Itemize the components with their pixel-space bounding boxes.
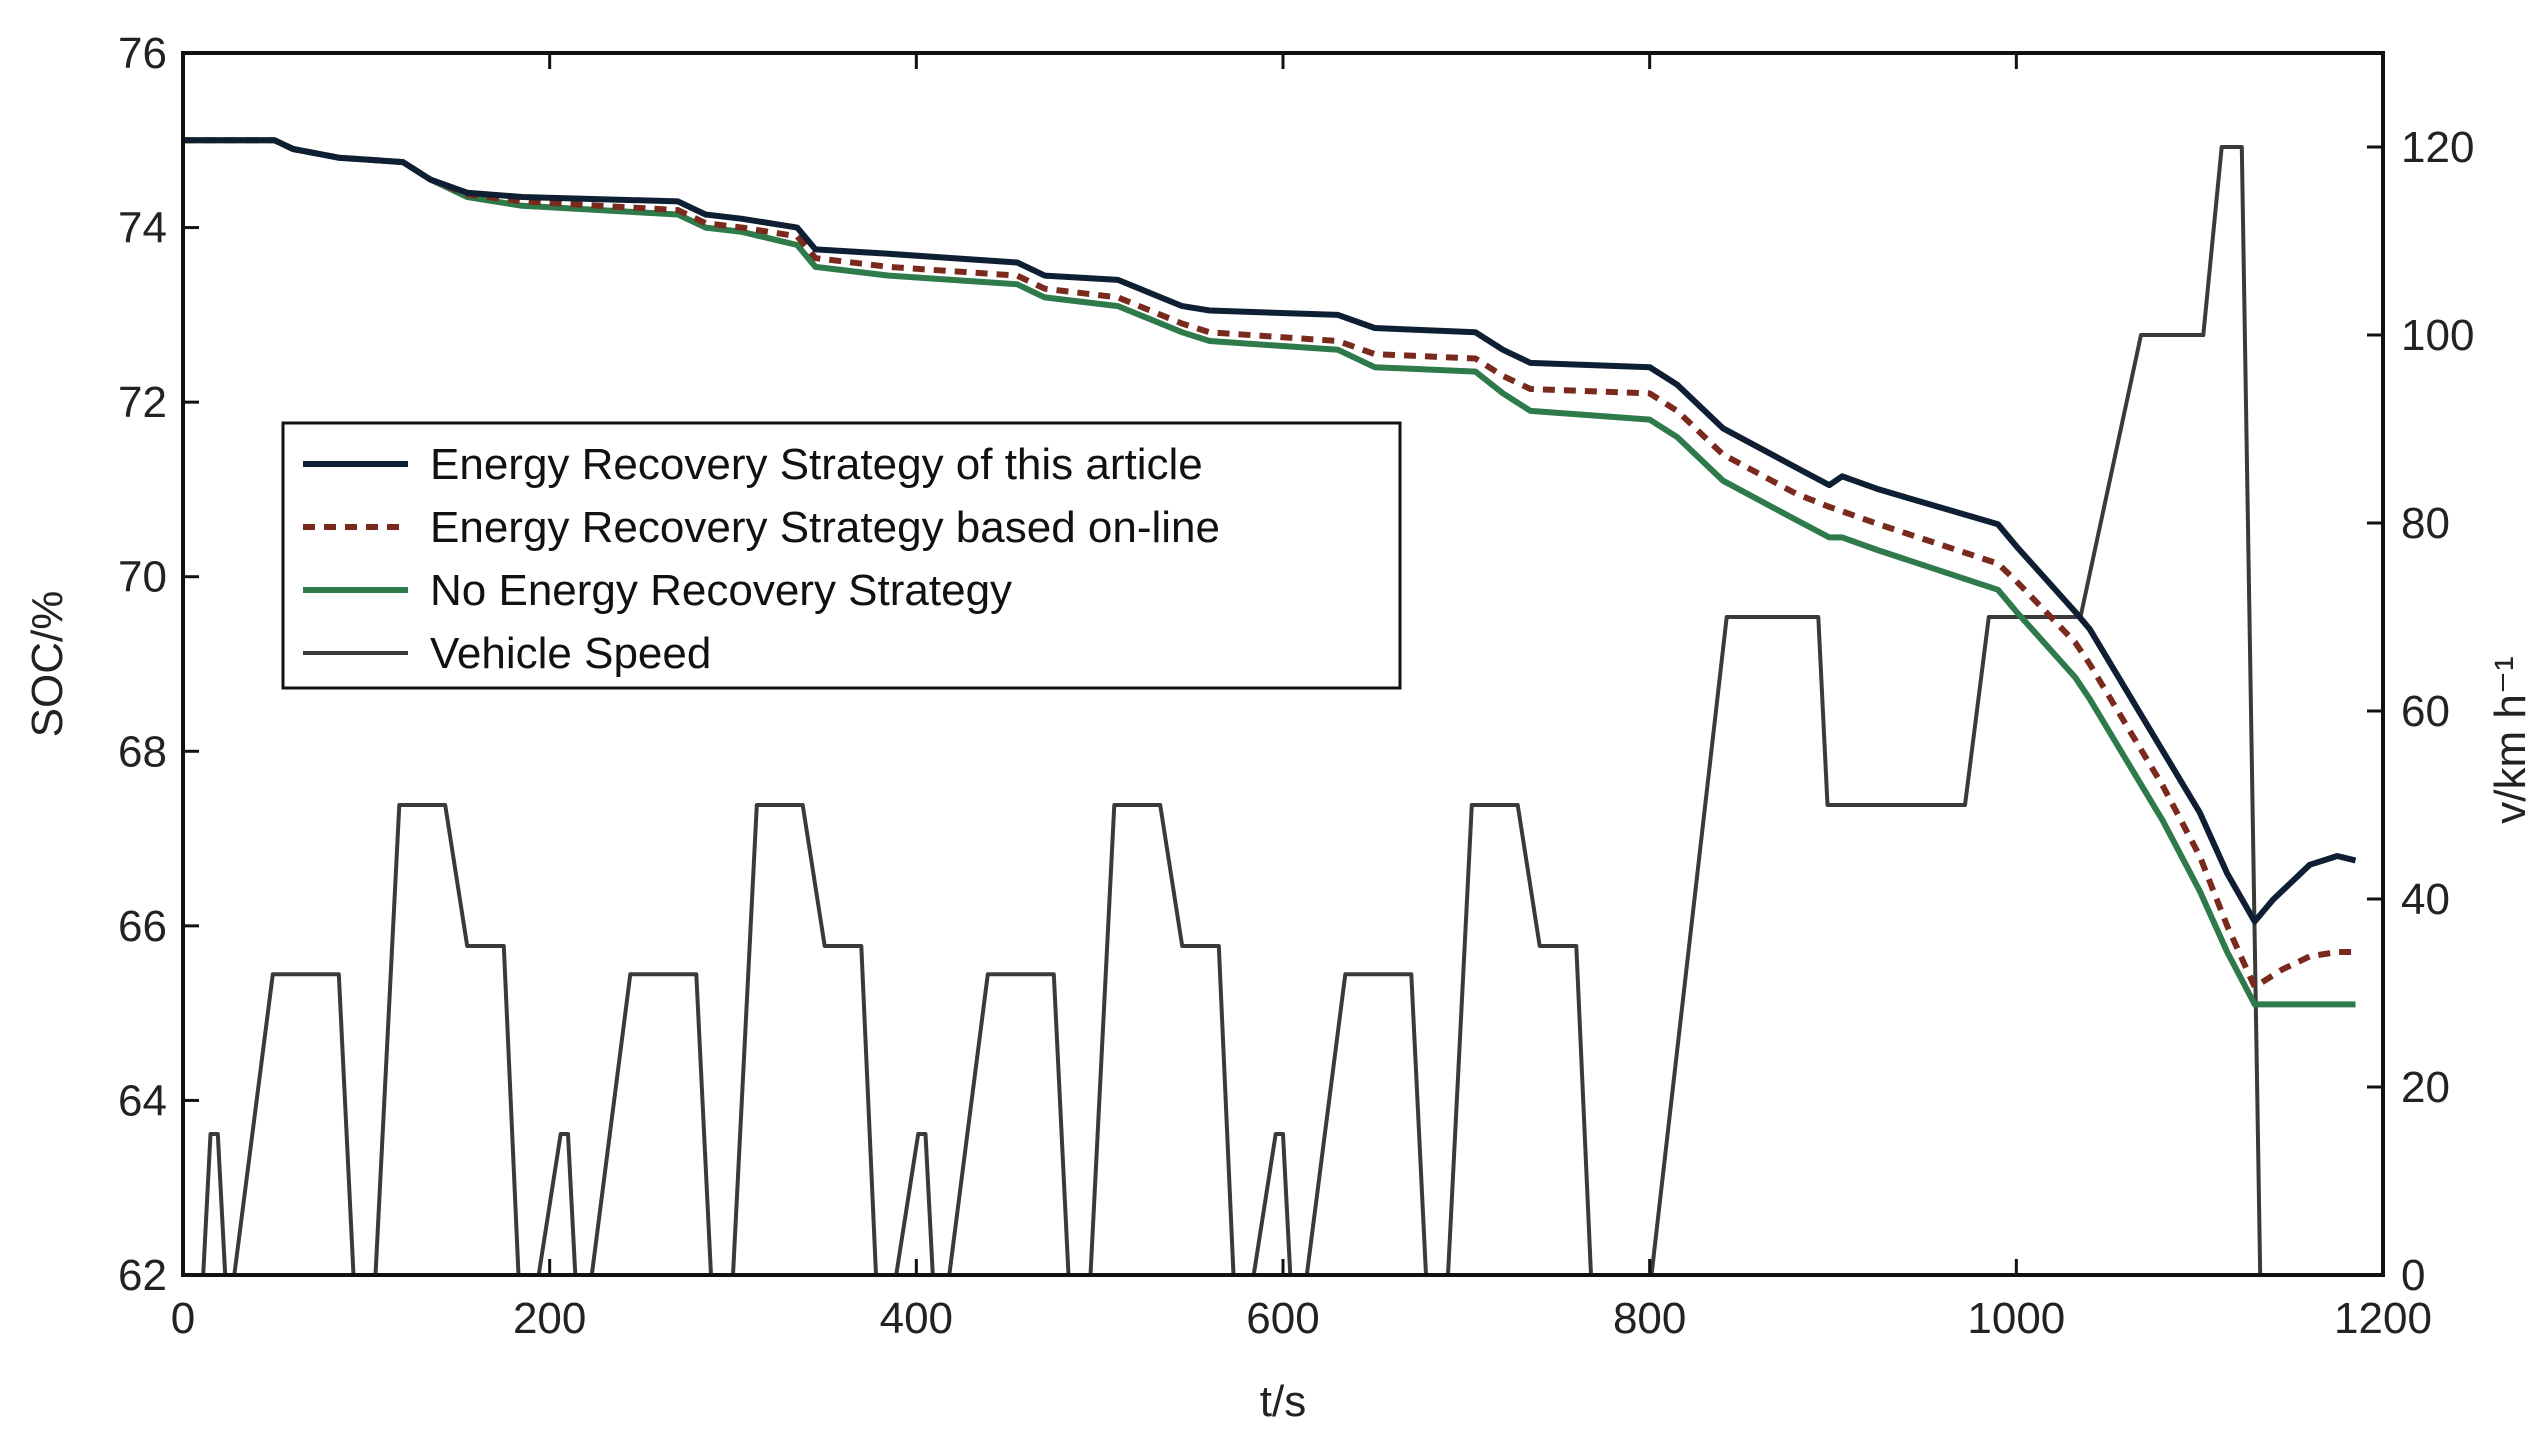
y-right-tick-label: 20 (2401, 1063, 2450, 1112)
y-right-tick-label: 100 (2401, 311, 2474, 360)
x-tick-label: 800 (1613, 1294, 1686, 1343)
y-left-tick-label: 64 (118, 1076, 167, 1125)
legend-label-3: Vehicle Speed (430, 629, 711, 678)
x-tick-label: 1000 (1967, 1294, 2065, 1343)
y-axis-right-title: v/km h⁻¹ (2486, 656, 2535, 823)
x-axis-title: t/s (1260, 1377, 1306, 1426)
legend-label-0: Energy Recovery Strategy of this article (430, 440, 1203, 489)
x-tick-label: 600 (1246, 1294, 1319, 1343)
y-right-tick-label: 40 (2401, 875, 2450, 924)
y-right-tick-label: 80 (2401, 499, 2450, 548)
plot-frame (181, 51, 2385, 1277)
y-left-tick-label: 74 (118, 204, 167, 253)
x-tick-label: 400 (880, 1294, 953, 1343)
y-left-tick-label: 62 (118, 1251, 167, 1300)
x-tick-label: 0 (171, 1294, 195, 1343)
y-left-tick-label: 68 (118, 727, 167, 776)
series-line-2 (183, 137, 2356, 1008)
y-axis-left-title: SOC/% (23, 591, 72, 738)
tick-layer: 0 200 400 600 800 1000 1200 62 64 66 68 70 72 74 76 0 20… (118, 29, 2474, 1343)
y-left-tick-label: 70 (118, 553, 167, 602)
y-left-tick-label: 66 (118, 902, 167, 951)
y-right-tick-label: 60 (2401, 687, 2450, 736)
series-line-1 (183, 137, 2356, 990)
x-tick-label: 200 (513, 1294, 586, 1343)
legend-label-1: Energy Recovery Strategy based on-line (430, 503, 1220, 552)
y-right-tick-label: 120 (2401, 123, 2474, 172)
y-right-tick-label: 0 (2401, 1251, 2425, 1300)
series-layer (183, 137, 2357, 1277)
legend-label-2: No Energy Recovery Strategy (430, 566, 1012, 615)
legend: Energy Recovery Strategy of this article… (281, 421, 1402, 690)
series-line-0 (183, 137, 2357, 925)
x-tick-label: 1200 (2334, 1294, 2432, 1343)
series-line-3 (183, 145, 2328, 1277)
legend-box (281, 421, 1402, 690)
y-left-tick-label: 72 (118, 378, 167, 427)
y-left-tick-label: 76 (118, 29, 167, 78)
